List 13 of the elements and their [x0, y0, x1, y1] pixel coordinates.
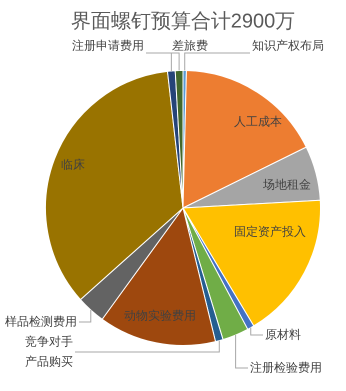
- slice-label: 临床: [61, 157, 85, 172]
- slice-label: 差旅费: [172, 38, 208, 52]
- slice-label: 竞争对手产品购买: [25, 334, 73, 368]
- slice-label: 原材料: [265, 327, 301, 342]
- chart-title: 界面螺钉预算合计2900万: [70, 10, 296, 33]
- slice-label: 注册申请费用: [72, 38, 144, 52]
- slice-label: 人工成本: [234, 114, 282, 128]
- slice-label: 知识产权布局: [252, 38, 324, 52]
- slice-label: 固定资产投入: [234, 224, 306, 238]
- slice-label: 样品检测费用: [5, 314, 77, 328]
- slice-label: 场地租金: [262, 177, 311, 192]
- slice-label: 注册检验费用: [250, 360, 322, 374]
- slice-label: 动物实验费用: [124, 308, 196, 322]
